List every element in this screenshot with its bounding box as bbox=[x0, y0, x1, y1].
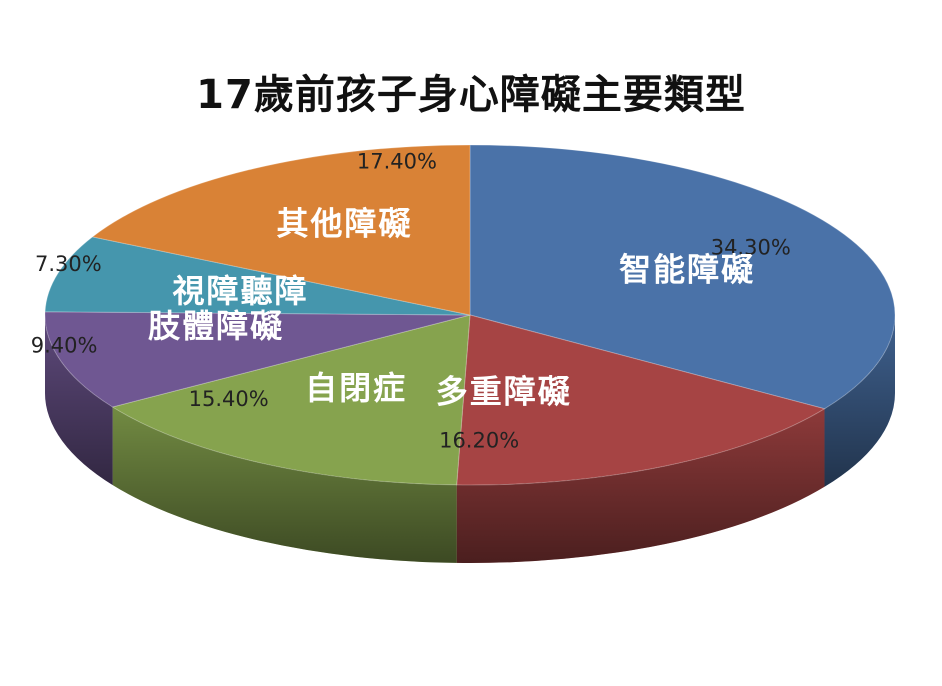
slice-2-side bbox=[456, 408, 825, 563]
slice-1-side bbox=[824, 315, 895, 487]
source-note: 資料來源：衛福部(103年) 製表：好險。報報 bbox=[289, 587, 636, 608]
slice-5-category-label: 視障聽障 bbox=[172, 272, 308, 310]
slice-3 bbox=[111, 314, 471, 486]
chart-title: 17歲前孩子身心障礙主要類型 bbox=[196, 72, 746, 118]
slice-4 bbox=[44, 311, 471, 408]
slice-6-value-label: 17.40% bbox=[357, 149, 437, 173]
slice-1-category-label: 智能障礙 bbox=[619, 250, 755, 288]
slice-2 bbox=[456, 314, 826, 486]
slice-2-value-label: 16.20% bbox=[439, 429, 519, 453]
slice-4-category-label: 肢體障礙 bbox=[148, 307, 284, 345]
pie-sides bbox=[45, 315, 895, 563]
slice-1 bbox=[469, 144, 896, 410]
slice-6-category-label: 其他障礙 bbox=[276, 204, 412, 242]
slice-4-side bbox=[45, 315, 113, 485]
slice-6 bbox=[91, 144, 471, 316]
slice-2-category-label: 多重障礙 bbox=[436, 372, 572, 410]
pie-slices bbox=[44, 144, 896, 486]
pie-labels: 34.30%智能障礙 16.20% 多重障礙 15.40% 自閉症 9.40% 肢體障礙 7.… bbox=[31, 149, 791, 452]
slice-3-side bbox=[112, 406, 457, 563]
slice-1-value-label: 34.30% bbox=[711, 236, 791, 260]
slice-5 bbox=[44, 236, 471, 316]
slice-5-value-label: 7.30% bbox=[35, 252, 102, 276]
slice-3-category-label: 自閉症 bbox=[305, 369, 407, 407]
slice-4-value-label: 9.40% bbox=[31, 333, 98, 357]
slice-3-value-label: 15.40% bbox=[189, 387, 269, 411]
